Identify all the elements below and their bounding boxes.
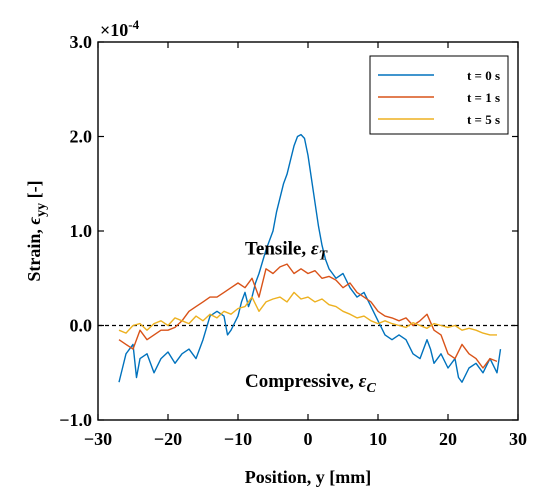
x-tick-label: 30 xyxy=(509,429,527,449)
x-tick-label: −10 xyxy=(224,429,252,449)
series-line-2 xyxy=(118,291,497,336)
series-line-0 xyxy=(118,133,502,383)
y-axis-multiplier: ×10-4 xyxy=(100,17,140,40)
x-tick-label: 0 xyxy=(304,429,313,449)
legend: t = 0 s t = 1 s t = 5 s xyxy=(369,55,509,135)
x-tick-label: −20 xyxy=(154,429,182,449)
legend-label: t = 1 s xyxy=(467,90,500,105)
y-tick-label: −1.0 xyxy=(59,410,92,430)
series-layer xyxy=(118,133,502,383)
legend-label: t = 5 s xyxy=(467,112,500,127)
y-axis-label: Strain, ϵyy [-] xyxy=(24,180,49,281)
legend-items: t = 0 s t = 1 s t = 5 s xyxy=(378,68,500,127)
x-tick-label: 10 xyxy=(369,429,387,449)
y-tick-label: 1.0 xyxy=(70,221,93,241)
y-axis-ticks: −1.0 0.0 1.0 2.0 3.0 xyxy=(59,32,518,430)
y-tick-label: 2.0 xyxy=(70,127,93,147)
annotation-compressive: Compressive, εC xyxy=(245,371,376,396)
legend-box xyxy=(369,55,509,135)
annotation-tensile: Tensile, εT xyxy=(245,239,329,264)
x-tick-label: −30 xyxy=(84,429,112,449)
x-tick-label: 20 xyxy=(439,429,457,449)
legend-label: t = 0 s xyxy=(467,68,500,83)
x-axis-ticks: −30 −20 −10 0 10 20 30 xyxy=(84,42,527,449)
y-tick-label: 3.0 xyxy=(70,32,93,52)
y-tick-label: 0.0 xyxy=(70,316,93,336)
x-axis-label: Position, y [mm] xyxy=(245,467,371,487)
